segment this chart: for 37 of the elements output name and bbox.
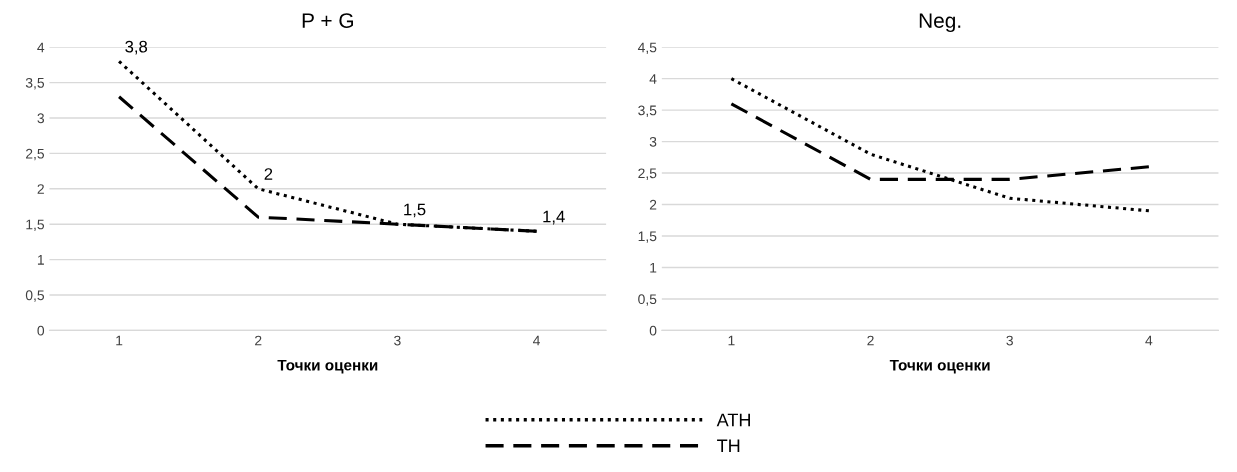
x-tick-label: 4	[533, 335, 540, 346]
y-tick-label: 2,5	[26, 148, 45, 161]
y-tick-label: 0	[649, 325, 657, 336]
x-tick-label: 3	[1006, 335, 1013, 346]
x-axis-title: Точки оценки	[277, 359, 378, 374]
chart-title: Neg.	[919, 13, 961, 33]
y-tick-label: 2	[37, 184, 44, 194]
x-tick-label: 3	[394, 335, 401, 346]
y-tick-label: 3	[37, 113, 45, 124]
y-tick-label: 4,5	[637, 42, 657, 55]
y-tick-label: 4	[649, 74, 657, 84]
y-tick-label: 2	[649, 199, 657, 210]
text: TH	[717, 439, 740, 452]
y-tick-label: 0,5	[25, 290, 45, 302]
text: ATH	[716, 413, 750, 427]
y-tick-label: 3,5	[25, 77, 45, 90]
x-tick-label: 1	[116, 335, 123, 346]
y-tick-label: 1	[37, 255, 44, 265]
y-tick-label: 3	[649, 136, 657, 147]
data-label: 1,4	[543, 210, 565, 225]
y-tick-label: 1	[650, 262, 657, 273]
data-label: 2	[264, 168, 273, 180]
data-label: 1,5	[404, 203, 426, 218]
y-tick-label: 1,5	[638, 231, 657, 243]
y-tick-label: 1,5	[26, 219, 45, 232]
x-axis-title: Точки оценки	[889, 359, 990, 374]
y-tick-label: 4	[37, 42, 45, 53]
y-tick-label: 0,5	[638, 294, 657, 306]
y-tick-label: 3,5	[638, 105, 657, 117]
x-tick-label: 1	[728, 335, 735, 346]
y-tick-label: 0	[37, 325, 45, 336]
x-tick-label: 4	[1145, 335, 1153, 346]
x-tick-label: 2	[255, 335, 262, 346]
chart-title: P + G	[302, 13, 353, 28]
y-tick-label: 2,5	[638, 168, 657, 180]
x-tick-label: 2	[867, 335, 874, 346]
data-label: 3,8	[125, 40, 148, 55]
